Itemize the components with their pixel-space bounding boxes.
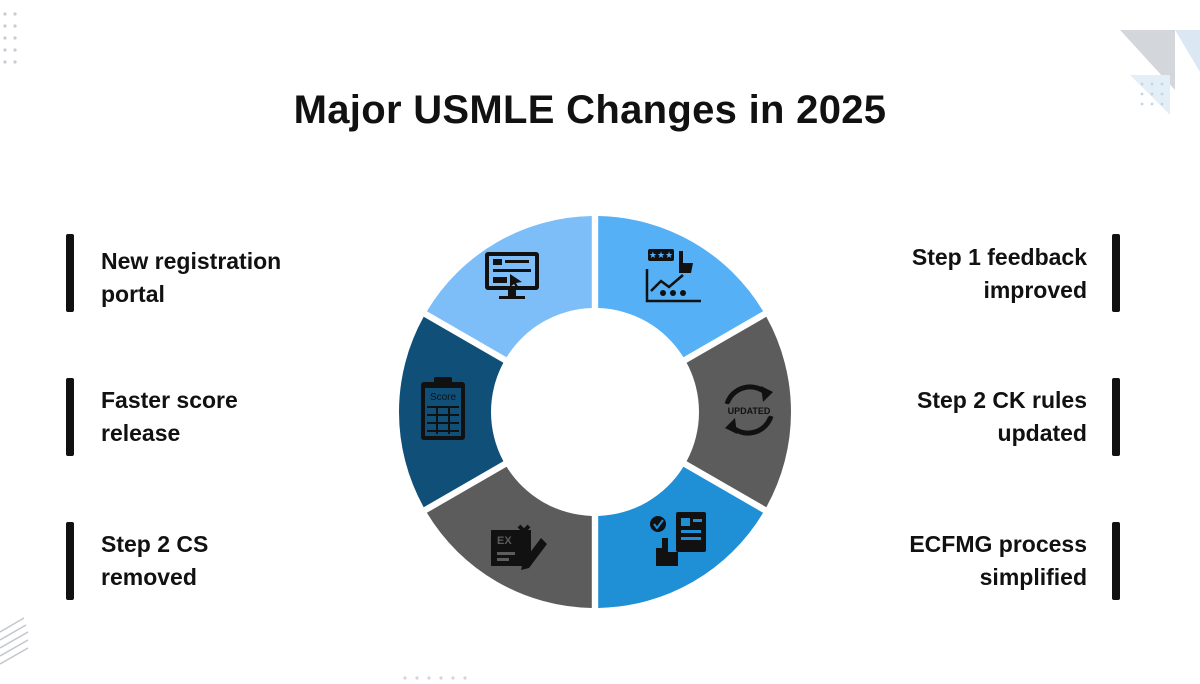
label-ecfmg-process-simplified: ECFMG process simplified	[909, 528, 1087, 594]
label-line: simplified	[979, 564, 1087, 590]
label-line: improved	[983, 277, 1087, 303]
exam-edit-icon: EX	[491, 524, 547, 570]
updated-icon-text: UPDATED	[728, 406, 771, 416]
label-line: removed	[101, 564, 197, 590]
svg-text:★★★: ★★★	[649, 251, 673, 261]
label-line: portal	[101, 281, 165, 307]
top-right-triangles-decoration	[1120, 30, 1200, 115]
label-step2-ck-rules-updated: Step 2 CK rules updated	[917, 384, 1087, 450]
label-line: Step 2 CS	[101, 531, 209, 557]
exam-icon-text: EX	[497, 535, 512, 547]
label-line: release	[101, 420, 181, 446]
right-accent-bar-2	[1112, 378, 1120, 456]
top-left-dots-decoration	[3, 12, 17, 64]
updated-cycle-icon: UPDATED	[724, 384, 774, 436]
segment-step1-feedback	[598, 216, 764, 358]
label-step2-cs-removed: Step 2 CS removed	[101, 528, 208, 594]
left-accent-bar-2	[66, 378, 74, 456]
bottom-left-lines-decoration	[0, 617, 29, 665]
label-line: Faster score	[101, 387, 238, 413]
score-clipboard-icon: Score	[421, 377, 465, 440]
feedback-rating-icon: ★★★	[645, 249, 701, 303]
label-line: updated	[997, 420, 1087, 446]
monitor-icon	[485, 252, 539, 299]
label-line: Step 2 CK rules	[917, 387, 1087, 413]
left-accent-bar-1	[66, 234, 74, 312]
bottom-dots-decoration	[403, 676, 467, 680]
label-new-registration-portal: New registration portal	[101, 245, 281, 311]
label-line: New registration	[101, 248, 282, 274]
label-line: ECFMG process	[909, 531, 1087, 557]
right-accent-bar-1	[1112, 234, 1120, 312]
left-accent-bar-3	[66, 522, 74, 600]
touch-document-icon	[650, 512, 706, 566]
label-line: Step 1 feedback	[911, 244, 1087, 270]
score-icon-text: Score	[430, 392, 457, 403]
page-title: Major USMLE Changes in 2025	[293, 88, 887, 132]
right-accent-bar-3	[1112, 522, 1120, 600]
label-step1-feedback-improved: Step 1 feedback improved	[912, 241, 1087, 307]
label-faster-score-release: Faster score release	[101, 384, 238, 450]
